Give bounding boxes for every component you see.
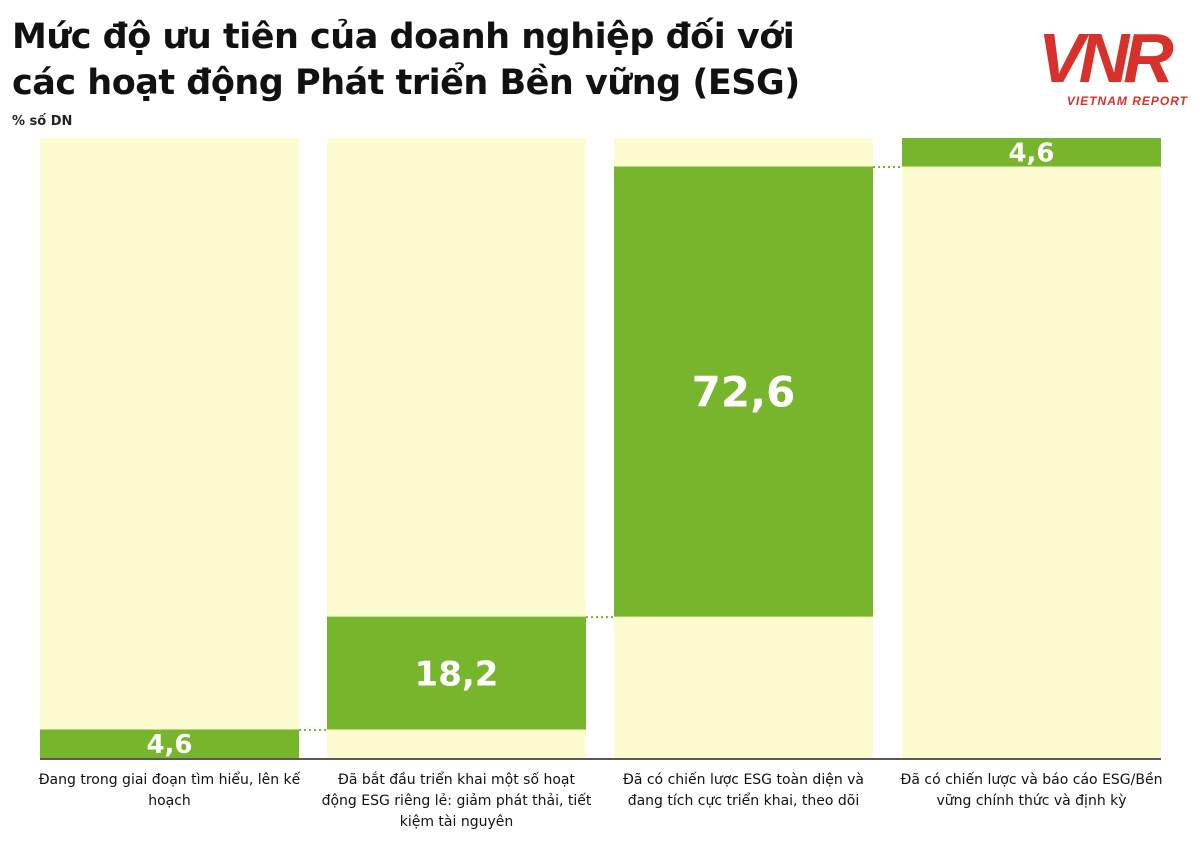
y-unit-label: % số DN (12, 114, 73, 129)
bar-3 (614, 166, 873, 617)
value-label-1: 4,6 (146, 730, 192, 760)
value-label-4: 4,6 (1008, 139, 1054, 169)
bar-4 (902, 138, 1161, 167)
category-label-1: Đang trong giai đoạn tìm hiểu, lên kế ho… (38, 772, 301, 809)
vnr-logo-subtitle: VIETNAM REPORT (1067, 94, 1189, 108)
category-label-3: Đã có chiến lược ESG toàn diện và đang t… (622, 772, 865, 809)
value-label-2: 18,2 (415, 654, 499, 694)
category-label-4: Đã có chiến lược và báo cáo ESG/Bền vững… (900, 772, 1163, 809)
vnr-logo-mark: VNR (1038, 19, 1174, 97)
chart-title-line-1: Mức độ ưu tiên của doanh nghiệp đối với (12, 17, 795, 57)
chart-title-line-2: các hoạt động Phát triển Bền vững (ESG) (12, 63, 800, 103)
category-label-2: Đã bắt đầu triển khai một số hoạt động E… (321, 772, 592, 830)
chart-title: Mức độ ưu tiên của doanh nghiệp đối với … (12, 14, 832, 106)
column-background-4 (902, 138, 1161, 758)
bar-2 (327, 616, 586, 730)
value-label-3: 72,6 (692, 368, 796, 417)
vnr-logo: VNR VIETNAM REPORT (1038, 19, 1189, 108)
column-background-1 (40, 138, 299, 758)
bar-1 (40, 729, 299, 758)
